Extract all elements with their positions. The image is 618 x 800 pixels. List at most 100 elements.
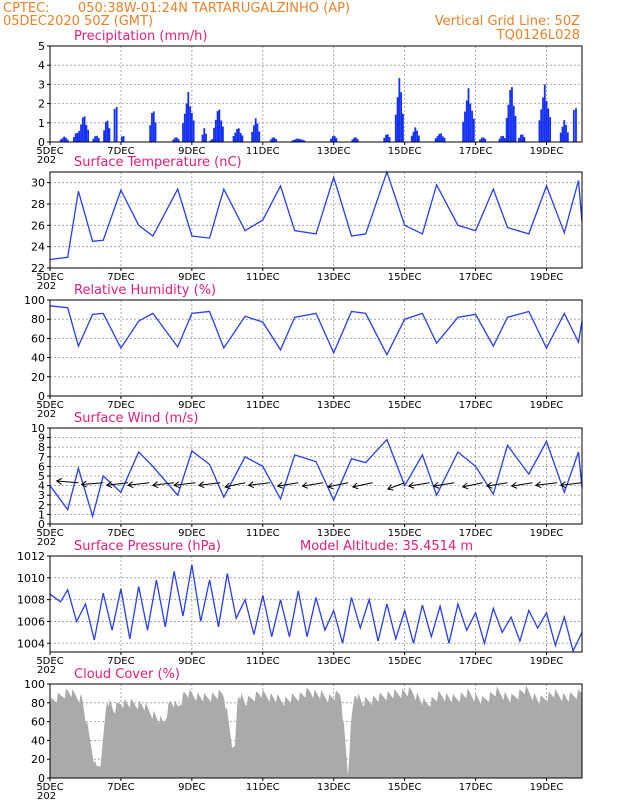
wind-vector-head bbox=[461, 482, 469, 490]
temp-plot-frame bbox=[49, 171, 583, 269]
precip-bar bbox=[239, 132, 242, 142]
precip-bar bbox=[512, 105, 515, 142]
pressure-title: Surface Pressure (hPa) bbox=[74, 539, 221, 554]
precip-bar bbox=[386, 134, 389, 142]
cloud-xtick-label: 9DEC bbox=[178, 782, 205, 793]
wind-vector-shaft bbox=[127, 482, 150, 486]
precip-bar bbox=[85, 124, 88, 142]
precip-bar bbox=[273, 137, 276, 142]
cloud-xtick-label: 5DEC bbox=[36, 782, 63, 793]
precip-bar bbox=[151, 113, 153, 142]
temp-year-label: 202 bbox=[37, 281, 56, 292]
pressure-ytick-label: 1006 bbox=[17, 615, 45, 628]
wind-xtick-label: 13DEC bbox=[317, 528, 351, 539]
precip-bar bbox=[292, 139, 295, 142]
precip-bar bbox=[269, 139, 272, 142]
precip-bar bbox=[192, 120, 195, 142]
wind-vector-shaft bbox=[106, 482, 129, 486]
wind-vector-shaft bbox=[535, 482, 558, 486]
rh-plot-frame bbox=[49, 299, 583, 397]
precip-bar bbox=[538, 120, 541, 142]
wind-vector-shaft bbox=[433, 482, 455, 487]
wind-vector-shaft bbox=[511, 482, 533, 487]
precip-title: Precipitation (mm/h) bbox=[74, 29, 207, 44]
wind-vector-shaft bbox=[56, 480, 79, 484]
precip-bar bbox=[237, 128, 240, 142]
precip-bar bbox=[209, 140, 212, 142]
temp-xtick-label: 19DEC bbox=[530, 272, 564, 283]
precip-ytick-label: 2 bbox=[38, 98, 45, 111]
wind-ytick-label: 1 bbox=[38, 508, 45, 521]
precip-bar bbox=[545, 100, 548, 142]
precip-bar bbox=[104, 121, 107, 142]
wind-year-label: 202 bbox=[37, 537, 56, 548]
precip-bar bbox=[462, 121, 465, 142]
temp-ytick-label: 22 bbox=[31, 262, 45, 275]
precip-bar bbox=[575, 108, 577, 142]
precip-panel: 0 1 2 3 4 5 5DEC 7DEC 9DEC 11DEC 13DEC 15DEC 17DEC 19… bbox=[36, 29, 583, 166]
wind-vector-head bbox=[151, 481, 159, 489]
wind-xtick-label: 19DEC bbox=[530, 528, 564, 539]
wind-ytick-label: 5 bbox=[38, 470, 45, 483]
precip-xtick-label: 7DEC bbox=[107, 146, 134, 157]
wind-plot-border bbox=[49, 427, 583, 525]
wind-vector-head bbox=[301, 481, 309, 489]
precip-bar bbox=[103, 130, 105, 142]
precip-bar bbox=[106, 120, 109, 142]
precip-bar bbox=[542, 97, 544, 142]
precip-bar bbox=[543, 84, 546, 142]
wind-xtick-label: 15DEC bbox=[388, 528, 422, 539]
wind-vector-head bbox=[198, 481, 205, 489]
precip-bar bbox=[356, 139, 359, 142]
wind-vector-head bbox=[510, 481, 518, 489]
wind-vector-shaft bbox=[302, 482, 324, 487]
cloud-xtick-label: 15DEC bbox=[388, 782, 422, 793]
wind-vector-shaft bbox=[81, 482, 104, 485]
precip-bar bbox=[479, 139, 481, 142]
precip-bar bbox=[94, 136, 97, 142]
precip-bar bbox=[205, 133, 207, 142]
wind-vector-head bbox=[485, 481, 493, 489]
precip-bar bbox=[296, 138, 299, 142]
precip-bar bbox=[78, 130, 81, 142]
precip-bar bbox=[122, 136, 125, 142]
wind-xtick-label: 11DEC bbox=[246, 528, 280, 539]
rh-ytick-label: 60 bbox=[31, 332, 45, 345]
precip-bar bbox=[232, 136, 235, 142]
precip-bar bbox=[503, 138, 506, 142]
precip-bar bbox=[511, 87, 513, 142]
pressure-ytick-label: 1008 bbox=[17, 594, 45, 607]
precip-bar bbox=[514, 115, 517, 142]
wind-vector-head bbox=[276, 481, 284, 489]
wind-vector-head bbox=[105, 481, 113, 489]
precip-bar bbox=[275, 139, 277, 142]
rh-ytick-label: 20 bbox=[31, 371, 45, 384]
wind-vector-head bbox=[534, 481, 542, 489]
precip-bar bbox=[400, 92, 403, 142]
precip-bar bbox=[398, 78, 401, 142]
cloud-ytick-label: 60 bbox=[31, 716, 45, 729]
precip-bar bbox=[177, 139, 180, 142]
header-location: 050:38W-01:24N TARTARUGALZINHO (AP) bbox=[78, 1, 350, 16]
precip-bar bbox=[547, 108, 550, 142]
rh-xtick-label: 11DEC bbox=[246, 400, 280, 411]
cloud-xtick-label: 17DEC bbox=[459, 782, 493, 793]
wind-ytick-label: 2 bbox=[38, 499, 45, 512]
wind-vector-shaft bbox=[408, 482, 430, 487]
precip-bar bbox=[388, 137, 391, 142]
precip-bar bbox=[540, 109, 543, 142]
precip-bar bbox=[383, 137, 386, 142]
wind-vector-shaft bbox=[387, 482, 405, 490]
precip-bar bbox=[480, 137, 483, 142]
rh-ytick-label: 0 bbox=[38, 390, 45, 403]
precip-bar bbox=[241, 135, 244, 142]
wind-vector-head bbox=[127, 481, 134, 489]
precip-bar bbox=[507, 104, 510, 142]
wind-vector-head bbox=[173, 481, 180, 489]
precip-bar bbox=[353, 137, 356, 142]
precip-bar bbox=[561, 126, 564, 142]
pressure-year-label: 202 bbox=[37, 665, 56, 676]
cloud-panel: 0 20 40 60 80 100 5DEC 7DEC 9DEC 11DEC 13DEC 15DEC 1… bbox=[24, 667, 583, 800]
